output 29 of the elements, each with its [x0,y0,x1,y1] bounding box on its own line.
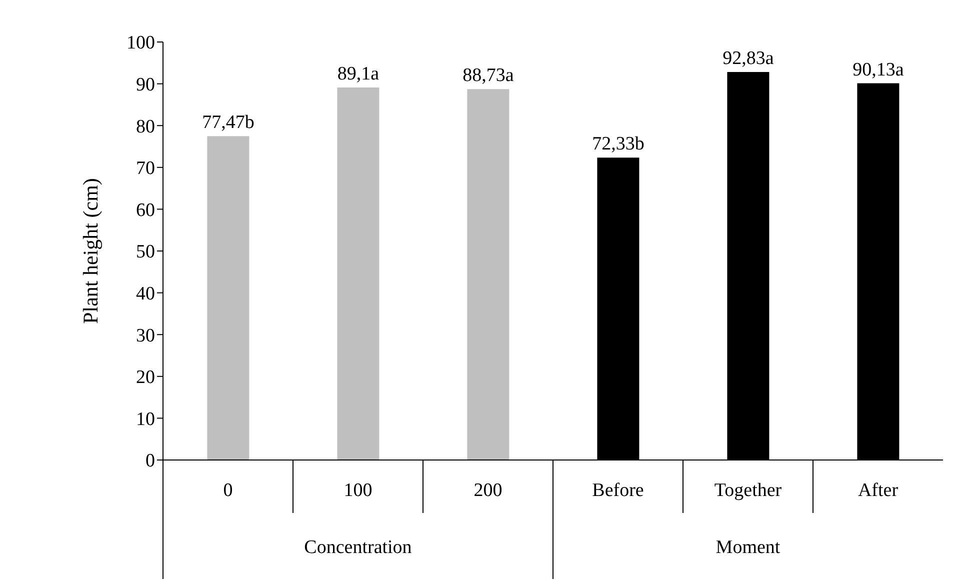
y-tick-label: 30 [136,325,155,346]
y-tick-label: 70 [136,158,155,180]
y-axis-title: Plant height (cm) [78,178,102,324]
data-label: 72,33b [592,134,644,155]
x-tick-label: 100 [344,480,372,501]
x-tick-label: 0 [223,480,233,501]
x-tick-label: Before [592,480,644,501]
x-tick-label: 200 [474,480,502,501]
data-label: 89,1a [337,64,380,85]
text: Concentration [304,537,412,558]
y-tick-label: 20 [136,367,155,388]
bar [207,136,250,460]
x-tick-label: After [858,480,899,501]
bar [337,88,380,460]
data-label: 88,73a [462,65,514,86]
data-label: 90,13a [852,59,904,80]
y-tick-label: 60 [136,200,155,221]
y-tick-label: 100 [126,32,155,54]
y-tick-label: 90 [136,74,155,96]
y-tick-label: 10 [136,408,155,430]
data-label: 77,47b [202,112,254,134]
y-tick-label: 40 [136,284,155,305]
text: Moment [716,537,781,558]
y-tick-label: 0 [146,450,155,472]
y-tick-label: 80 [136,116,155,138]
bar [467,89,510,460]
x-tick-label: Together [714,480,782,501]
y-tick-label: 50 [136,242,155,263]
data-label: 92,83a [722,48,774,69]
